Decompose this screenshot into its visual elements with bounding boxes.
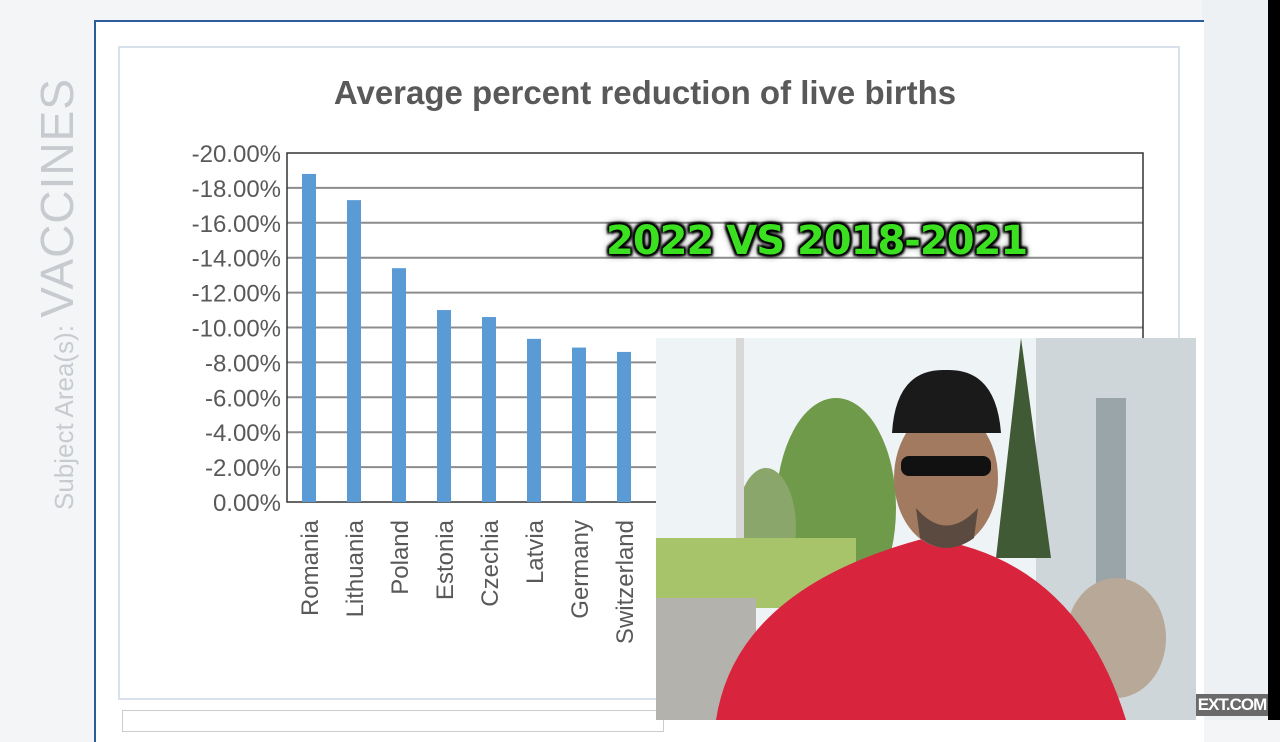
y-tick-label: -8.00% (205, 350, 281, 377)
bar-poland (392, 268, 406, 502)
chart-title: Average percent reduction of live births (333, 74, 957, 111)
y-tick-label: -4.00% (205, 420, 281, 447)
bar-latvia (527, 338, 541, 502)
y-tick-label: -2.00% (205, 455, 281, 482)
watermark: EXT.COM (1196, 694, 1268, 716)
y-tick-label: -16.00% (192, 211, 281, 238)
x-tick-label: Lithuania (342, 519, 369, 617)
overlay-caption: 2022 VS 2018-2021 (606, 218, 1028, 264)
y-tick-label: -14.00% (192, 246, 281, 273)
x-tick-label: Latvia (522, 519, 549, 584)
x-tick-label: Estonia (432, 519, 459, 600)
x-tick-label: Poland (387, 520, 414, 595)
bar-lithuania (347, 200, 361, 503)
x-tick-label: Romania (297, 519, 324, 616)
bar-romania (302, 173, 316, 502)
bar-czechia (482, 317, 496, 502)
x-tick-label: Czechia (477, 519, 504, 606)
y-tick-label: -12.00% (192, 281, 281, 308)
x-tick-label: Switzerland (612, 520, 639, 644)
bar-switzerland (617, 351, 631, 502)
background-strip (1202, 0, 1280, 720)
x-tick-label: Germany (567, 520, 594, 619)
video-edge (1268, 0, 1280, 720)
y-tick-label: -18.00% (192, 176, 281, 203)
webcam-scene (656, 338, 1196, 720)
y-tick-label: -10.00% (192, 316, 281, 343)
bar-estonia (437, 310, 451, 502)
webcam-video (656, 338, 1196, 720)
y-tick-label: 0.00% (213, 490, 281, 517)
y-tick-label: -20.00% (192, 141, 281, 168)
bar-germany (572, 347, 586, 502)
y-tick-label: -6.00% (205, 385, 281, 412)
